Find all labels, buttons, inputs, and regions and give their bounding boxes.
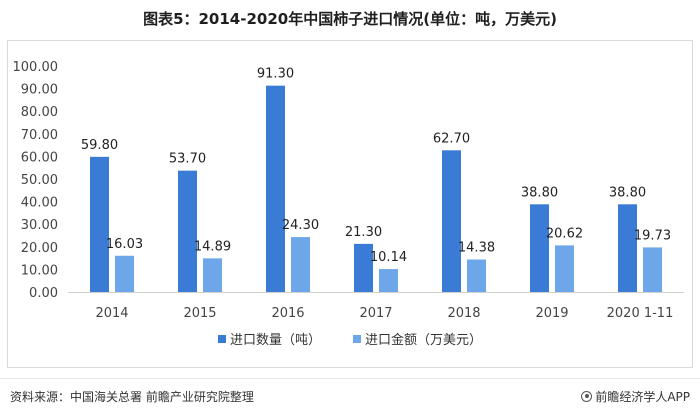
data-label-quantity: 53.70 [169, 152, 206, 167]
legend-label: 进口数量（吨） [230, 333, 321, 348]
data-label-amount: 10.14 [370, 250, 407, 265]
bar-quantity [442, 150, 461, 292]
x-tick-label: 2014 [95, 306, 128, 321]
y-tick-label: 10.00 [21, 263, 58, 278]
bar-quantity [266, 85, 285, 292]
legend-label: 进口金额（万美元） [365, 332, 482, 348]
chart-title: 图表5：2014-2020年中国柿子进口情况(单位：吨，万美元) [143, 10, 557, 28]
data-label-amount: 16.03 [106, 237, 143, 252]
data-label-quantity: 38.80 [521, 185, 558, 200]
bar-chart: 0.00 10.00 20.00 30.00 40.00 50.00 60.00 70.00 8… [13, 60, 684, 348]
bar-amount [291, 237, 310, 292]
source-note: 资料来源：中国海关总署 前瞻产业研究院整理 [10, 390, 254, 404]
bar-amount [203, 258, 222, 292]
data-label-quantity: 38.80 [609, 185, 646, 200]
y-tick-label: 20.00 [21, 241, 58, 256]
data-label-amount: 24.30 [282, 218, 319, 233]
x-tick-label: 2015 [183, 306, 216, 321]
bar-amount [555, 245, 574, 292]
data-label-amount: 14.38 [458, 241, 495, 256]
y-tick-label: 70.00 [21, 128, 58, 143]
data-label-quantity: 62.70 [433, 131, 470, 146]
bar-quantity [618, 204, 637, 292]
bar-amount [467, 259, 486, 292]
y-tick-label: 60.00 [21, 150, 58, 165]
y-tick-label: 0.00 [29, 286, 58, 301]
data-label-quantity: 21.30 [345, 225, 382, 240]
brand-text: 前瞻经济学人APP [595, 390, 690, 404]
brand-label: 前瞻经济学人APP [581, 388, 690, 405]
y-tick-label: 30.00 [21, 218, 58, 233]
y-tick-label: 90.00 [21, 83, 58, 98]
legend-swatch [218, 335, 226, 343]
bar-amount [643, 247, 662, 292]
legend-swatch [353, 335, 361, 343]
x-tick-label: 2020 1-11 [607, 306, 674, 321]
x-tick-label: 2019 [535, 306, 568, 321]
x-tick-label: 2018 [447, 306, 480, 321]
data-label-amount: 14.89 [194, 239, 231, 254]
chart-area: 0.00 10.00 20.00 30.00 40.00 50.00 60.00 70.00 8… [7, 40, 693, 368]
data-label-amount: 19.73 [634, 228, 671, 243]
bar-amount [379, 269, 398, 292]
bar-quantity [530, 204, 549, 292]
brand-logo-icon [581, 391, 593, 402]
x-tick-label: 2016 [271, 306, 304, 321]
y-tick-label: 50.00 [21, 173, 58, 188]
x-tick-label: 2017 [359, 306, 392, 321]
data-label-quantity: 59.80 [81, 138, 118, 153]
data-label-amount: 20.62 [546, 226, 583, 241]
bar-quantity [90, 156, 109, 292]
y-tick-label: 80.00 [21, 105, 58, 120]
footer: 资料来源：中国海关总署 前瞻产业研究院整理 前瞻经济学人APP [0, 378, 700, 413]
y-tick-label: 100.00 [13, 60, 59, 75]
data-label-quantity: 91.30 [257, 67, 294, 82]
y-tick-label: 40.00 [21, 196, 58, 211]
bar-quantity [354, 243, 373, 292]
bar-quantity [178, 170, 197, 292]
bar-amount [115, 255, 134, 292]
